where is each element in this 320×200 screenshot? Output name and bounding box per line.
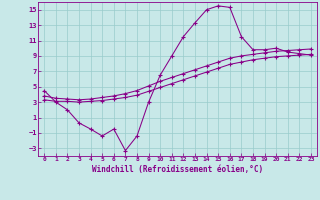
- X-axis label: Windchill (Refroidissement éolien,°C): Windchill (Refroidissement éolien,°C): [92, 165, 263, 174]
